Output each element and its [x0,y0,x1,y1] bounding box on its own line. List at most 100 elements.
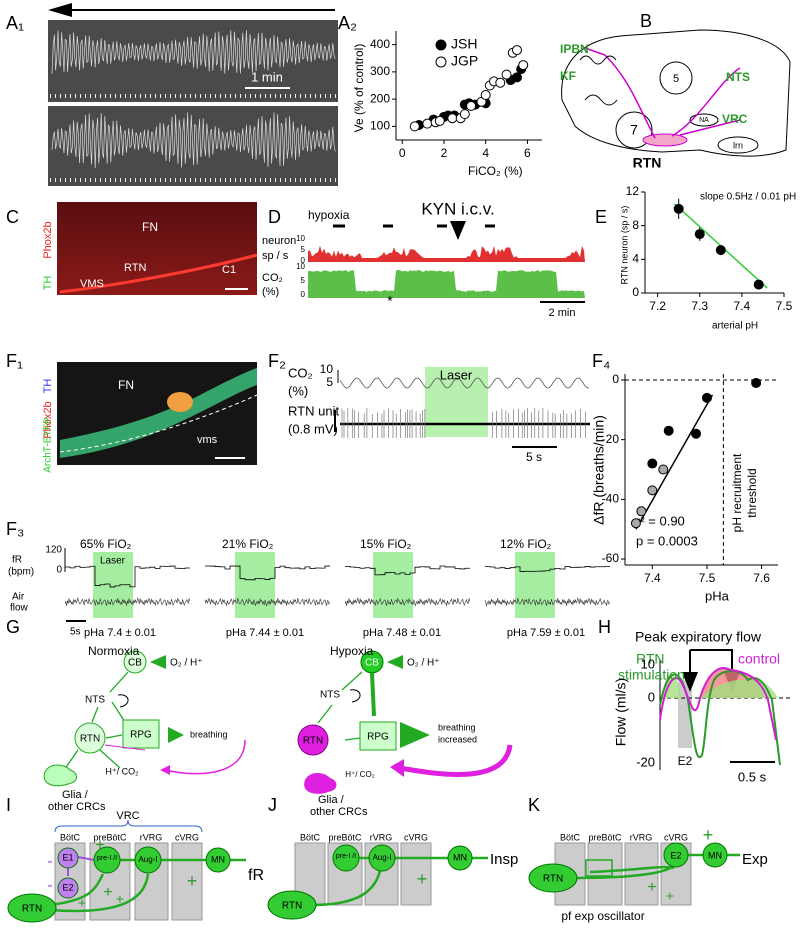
glia [43,764,77,787]
label: 21% FiO₂ [222,537,274,551]
lrn-outline [717,136,759,154]
arrow-head [48,3,72,17]
feedback [164,739,246,775]
panel-label: F₃ [6,519,24,539]
label: 0.5 s [738,769,767,784]
trace [51,112,336,168]
rpg-rtn [104,744,146,751]
panel-label: E [595,207,607,227]
label: + [103,884,112,901]
y-tick-label: -40 [602,492,620,506]
label: Laser [100,556,126,567]
label: rVRG [630,832,653,842]
label: FN [142,220,158,234]
label: E2 [678,754,693,768]
label: MN [211,854,225,864]
label: Aug-I [138,855,157,864]
x-tick-label: 2 [441,146,448,160]
annotation: p = 0.0003 [636,533,698,548]
label: MN [453,852,467,862]
nucleus-5 [659,61,693,95]
label: 5 [301,276,306,285]
label: KF [560,69,576,83]
x-tick-label: 7.2 [649,299,666,313]
label: RTN [636,651,665,667]
label: preBötC [588,832,622,842]
decor [43,3,791,921]
label: rVRG [140,832,163,842]
point [753,279,764,290]
annotation: pH recruitment [730,453,744,532]
label: 1 min [251,69,283,84]
label: H⁺/ CO₂ [105,766,139,776]
label: Normoxia [88,644,140,658]
x-tick-label: 7.5 [776,299,793,313]
label: 7 [630,122,638,138]
node [702,842,728,868]
connections [370,672,376,717]
feedback [399,744,513,777]
kyn-arrow [450,221,466,240]
projections [584,47,741,139]
label: 12% FiO₂ [500,537,552,551]
y-axis-title: ΔfR (breaths/min) [591,415,607,525]
label: 0 [301,256,306,265]
x-tick-label: 7.5 [699,571,716,585]
label: + [703,825,714,845]
label: Laser [440,367,473,382]
label: Aug-I [372,853,391,862]
point [658,464,669,475]
label: RTN [80,734,100,745]
label: O₂ / H⁺ [170,658,203,669]
neuron-trace [308,245,585,262]
label: 120 [45,545,62,556]
node [332,844,360,872]
label: RTN unit [288,403,339,418]
point [511,45,522,56]
annotation: r² = 0.90 [636,513,685,528]
node [663,842,689,868]
y-tick-label: 100 [370,119,390,133]
label: RTN [282,901,302,912]
label: RTN [633,155,662,171]
point [647,458,658,469]
label: NA [699,117,709,124]
x-tick-label: 4 [482,146,489,160]
label: 65% FiO₂ [80,537,132,551]
annotation: slope 0.5Hz / 0.01 pH [700,192,796,203]
label: Flow (ml/s) [613,678,629,746]
label: NTS [726,70,750,84]
label: NTS [320,690,340,701]
label: BötC [60,832,81,842]
label: cVRG [175,832,199,842]
arrow [387,655,403,669]
label: (bpm) [8,567,34,578]
point [459,109,470,120]
y-tick-label: -60 [602,551,620,565]
label: 5 [326,375,333,389]
point [630,518,641,529]
x-axis-title: arterial pH [712,321,758,332]
label: TH [42,379,54,394]
panel-label: C [6,207,19,227]
label: RPG [130,730,152,741]
label: CB [365,658,379,669]
label: increased [438,734,477,744]
box [171,842,203,921]
point [447,113,458,124]
label: Insp [490,851,518,868]
label: Phox2b [42,221,54,258]
label: 5 [301,245,306,254]
label: TH [42,276,54,291]
x-tick-label: 7.4 [734,299,751,313]
label: neuron [262,235,296,247]
label: breathing [190,729,228,739]
arrow [400,722,430,748]
x-tick-label: 6 [524,146,531,160]
point [691,428,702,439]
arrow [168,727,184,743]
laser-period [235,552,275,618]
trace-control [659,667,777,741]
arrow [682,672,698,692]
histology-image [57,202,257,295]
